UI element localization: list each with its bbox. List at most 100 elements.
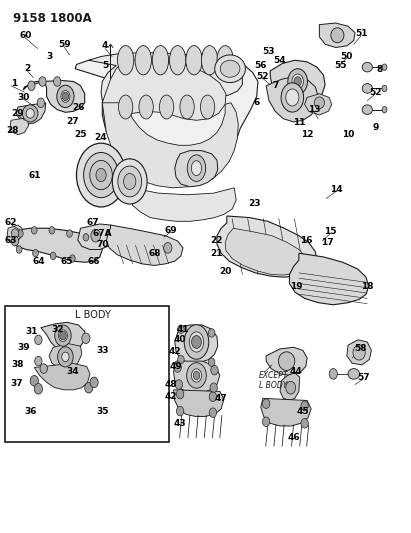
Ellipse shape (23, 105, 38, 122)
Text: 36: 36 (24, 407, 37, 416)
Circle shape (39, 77, 46, 86)
Polygon shape (75, 54, 258, 185)
Ellipse shape (187, 363, 206, 388)
Circle shape (69, 255, 75, 262)
Text: 3: 3 (47, 52, 53, 61)
Polygon shape (102, 59, 226, 133)
Text: 19: 19 (290, 282, 303, 291)
Circle shape (28, 81, 35, 91)
Text: 33: 33 (96, 346, 109, 355)
Polygon shape (89, 53, 242, 101)
Text: 23: 23 (248, 199, 261, 208)
Text: 4: 4 (102, 42, 109, 51)
Ellipse shape (112, 159, 147, 204)
Text: 44: 44 (290, 367, 303, 376)
Ellipse shape (139, 95, 153, 119)
Ellipse shape (382, 64, 387, 70)
Text: 63: 63 (5, 237, 17, 246)
Polygon shape (261, 398, 311, 426)
Ellipse shape (90, 160, 112, 190)
Circle shape (12, 229, 19, 238)
Ellipse shape (118, 95, 133, 119)
Text: 68: 68 (148, 249, 161, 258)
Circle shape (62, 92, 69, 101)
Text: 12: 12 (301, 130, 313, 139)
Ellipse shape (201, 46, 218, 75)
Circle shape (164, 243, 172, 253)
Text: 1: 1 (11, 78, 17, 87)
Text: 21: 21 (211, 249, 223, 258)
Text: 58: 58 (354, 344, 367, 353)
Circle shape (211, 366, 218, 375)
Text: 32: 32 (52, 325, 64, 334)
Ellipse shape (362, 105, 372, 115)
Circle shape (49, 227, 55, 234)
Ellipse shape (96, 168, 106, 182)
Ellipse shape (118, 166, 142, 197)
Text: 59: 59 (58, 40, 71, 49)
Text: L BODY: L BODY (75, 310, 111, 320)
Ellipse shape (278, 352, 295, 370)
Circle shape (90, 377, 98, 387)
Text: 55: 55 (335, 61, 347, 70)
Circle shape (16, 246, 22, 253)
Ellipse shape (215, 55, 245, 83)
Ellipse shape (58, 330, 67, 342)
Circle shape (85, 382, 93, 393)
Polygon shape (305, 94, 332, 115)
Ellipse shape (58, 347, 73, 367)
Circle shape (83, 233, 89, 241)
Ellipse shape (169, 46, 186, 75)
Ellipse shape (292, 74, 303, 89)
Polygon shape (173, 361, 220, 393)
Text: 37: 37 (10, 379, 23, 388)
Text: 41: 41 (177, 325, 189, 334)
Circle shape (60, 332, 66, 340)
Circle shape (178, 325, 184, 334)
Text: 42: 42 (169, 347, 181, 356)
Text: 46: 46 (287, 433, 300, 442)
Text: 49: 49 (170, 362, 182, 371)
Text: EXCEPT
L BODY: EXCEPT L BODY (259, 371, 288, 391)
Polygon shape (266, 348, 307, 375)
Text: 47: 47 (215, 394, 227, 403)
Text: 15: 15 (324, 228, 337, 237)
Circle shape (53, 77, 61, 86)
Text: 30: 30 (17, 93, 30, 102)
Circle shape (50, 252, 56, 260)
Circle shape (40, 364, 47, 373)
Circle shape (263, 399, 270, 408)
Circle shape (37, 98, 44, 108)
Text: 52: 52 (369, 87, 382, 96)
Text: 18: 18 (361, 282, 374, 291)
Polygon shape (319, 23, 355, 47)
Circle shape (176, 406, 184, 416)
Text: 27: 27 (66, 117, 79, 126)
Circle shape (329, 368, 337, 379)
Polygon shape (280, 373, 300, 400)
Text: 50: 50 (341, 52, 353, 61)
Text: 9: 9 (372, 123, 379, 132)
Text: 39: 39 (17, 343, 30, 352)
Text: 45: 45 (297, 407, 309, 416)
Polygon shape (102, 103, 238, 188)
Text: 61: 61 (28, 171, 41, 180)
Circle shape (301, 418, 308, 428)
Ellipse shape (55, 325, 71, 346)
Text: 6: 6 (254, 98, 260, 107)
Text: 16: 16 (300, 237, 312, 246)
Text: 7: 7 (273, 81, 279, 90)
Ellipse shape (217, 46, 233, 75)
Ellipse shape (281, 83, 304, 112)
Text: 43: 43 (174, 419, 187, 428)
Circle shape (263, 417, 270, 426)
Ellipse shape (159, 95, 174, 119)
Text: 28: 28 (7, 126, 19, 135)
Text: 35: 35 (96, 407, 109, 416)
Ellipse shape (382, 85, 387, 92)
Circle shape (91, 229, 101, 242)
Text: 24: 24 (95, 133, 107, 142)
Text: 22: 22 (211, 237, 223, 246)
Circle shape (34, 383, 42, 394)
Ellipse shape (184, 325, 209, 359)
